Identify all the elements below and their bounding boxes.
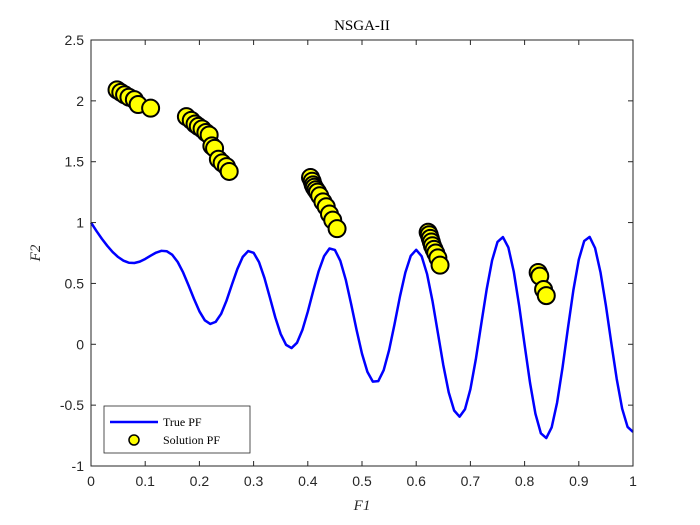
- y-tick-label: 1.5: [65, 154, 85, 170]
- legend-true-pf-label: True PF: [163, 415, 202, 429]
- x-tick-label: 0.4: [298, 473, 318, 489]
- y-tick-label: 1: [76, 215, 84, 231]
- x-tick-label: 0.1: [135, 473, 155, 489]
- y-tick-label: 0.5: [65, 275, 85, 291]
- x-tick-label: 0.6: [406, 473, 426, 489]
- legend-solution-pf-label: Solution PF: [163, 433, 220, 447]
- y-tick-label: 2: [76, 93, 84, 109]
- y-axis-title: F2: [28, 244, 44, 262]
- plot-background: [91, 40, 633, 466]
- x-tick-label: 0.8: [515, 473, 535, 489]
- tick-layer: 0 0.1 0.2 0.3 0.4 0.5 0.6 0.7 0.8 0.9 1 -1 -0.5 0 0.5 1…: [60, 32, 637, 489]
- legend-solution-pf-swatch: [128, 434, 140, 446]
- solution-pf-point: [141, 98, 161, 118]
- solution-pf-point: [536, 286, 556, 306]
- chart-title: NSGA-II: [334, 18, 390, 34]
- series-layer: [89, 80, 634, 440]
- solution-pf-point: [219, 161, 239, 181]
- solution-pf-point: [327, 219, 347, 239]
- x-tick-label: 1: [629, 473, 637, 489]
- x-tick-label: 0.5: [352, 473, 372, 489]
- x-tick-label: 0.3: [244, 473, 264, 489]
- legend-box: [103, 405, 251, 454]
- x-tick-label: 0.7: [461, 473, 481, 489]
- y-tick-label: -1: [72, 458, 85, 474]
- solution-pf-point: [430, 255, 450, 275]
- x-tick-label: 0.9: [569, 473, 589, 489]
- y-tick-label: 2.5: [65, 32, 85, 48]
- legend: True PF Solution PF: [103, 405, 251, 454]
- x-axis-title: F1: [353, 498, 371, 514]
- x-tick-label: 0.2: [190, 473, 210, 489]
- y-tick-label: -0.5: [60, 397, 84, 413]
- true-pf-line: [89, 221, 634, 440]
- y-tick-label: 0: [76, 336, 84, 352]
- x-tick-label: 0: [87, 473, 95, 489]
